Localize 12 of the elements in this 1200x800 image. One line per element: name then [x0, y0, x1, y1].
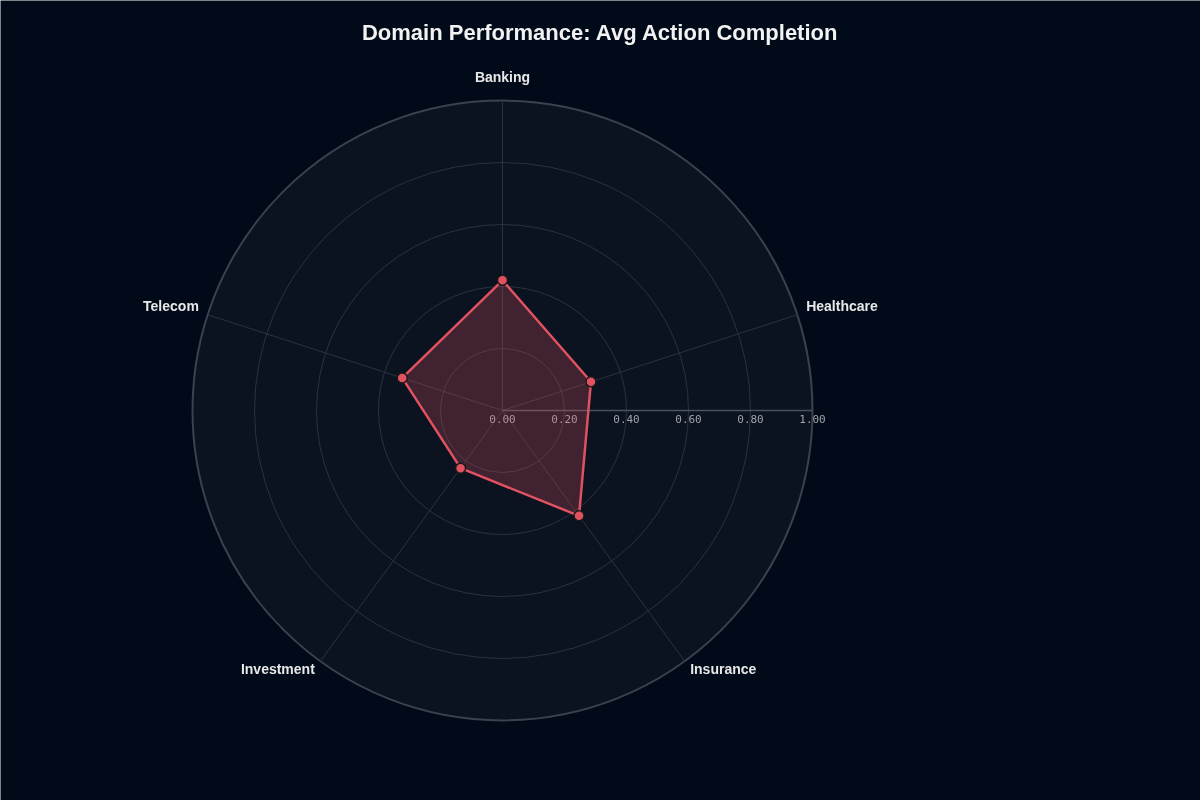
- y-tick-label: 0.40: [613, 413, 640, 427]
- y-tick-label: 1.00: [799, 413, 826, 427]
- y-tick-label: 0.60: [675, 413, 702, 427]
- spoke-label: Telecom: [143, 297, 199, 314]
- y-tick-label: 0.00: [489, 413, 516, 427]
- y-tick-label: 0.80: [737, 413, 764, 427]
- y-tick-label: 0.20: [551, 413, 578, 427]
- spoke-label: Banking: [474, 69, 531, 85]
- chart-title: Domain Performance: Avg Action Completion: [361, 20, 838, 45]
- spoke-label: Healthcare: [806, 297, 878, 314]
- spoke-label: Insurance: [690, 661, 757, 678]
- spoke-label: Investment: [240, 661, 316, 678]
